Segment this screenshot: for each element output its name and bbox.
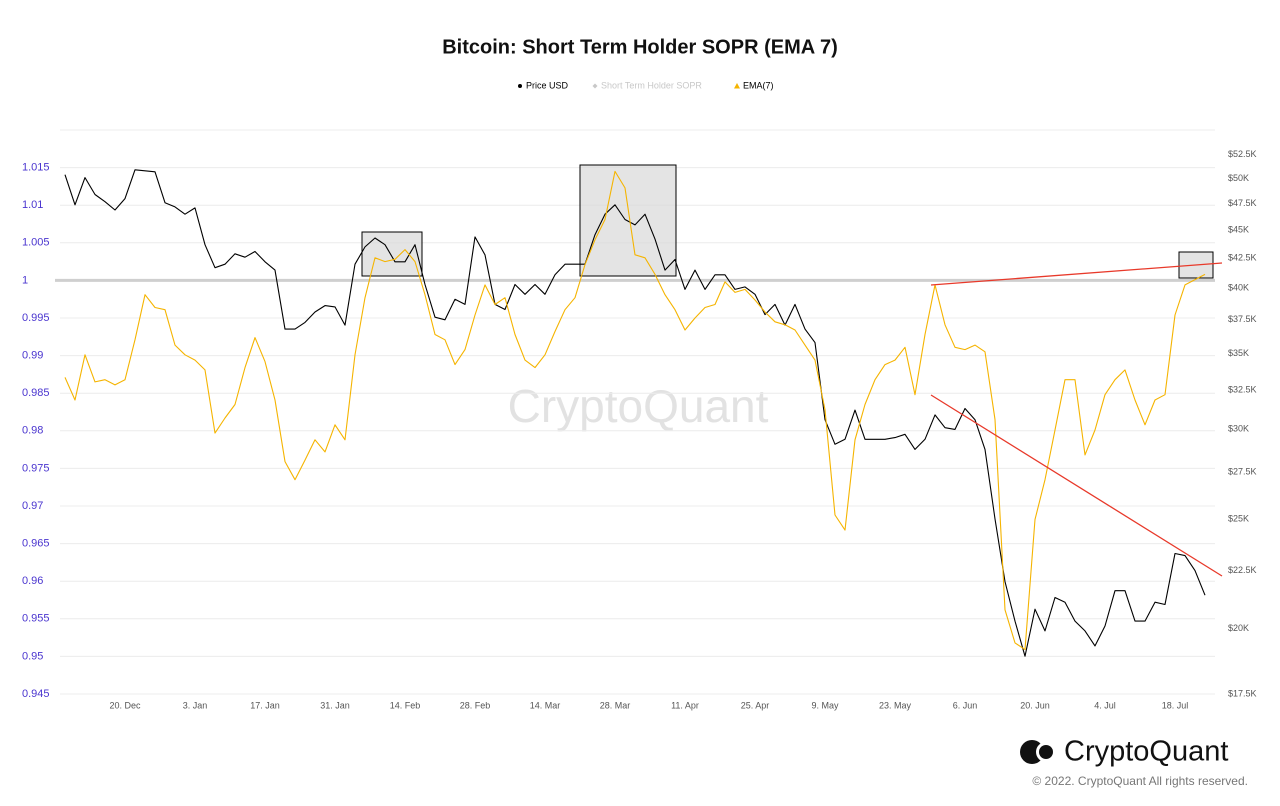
y-tick-label: 0.965 (22, 538, 50, 550)
legend-marker (518, 84, 522, 88)
y2-tick-label: $45K (1228, 225, 1249, 235)
y-tick-label: 1 (22, 274, 28, 286)
watermark: CryptoQuant (508, 380, 769, 432)
y2-tick-label: $32.5K (1228, 384, 1257, 394)
y2-tick-label: $25K (1228, 513, 1249, 523)
y-tick-label: 0.96 (22, 575, 43, 587)
y-tick-label: 0.97 (22, 500, 43, 512)
y2-tick-label: $27.5K (1228, 466, 1257, 476)
trend-lines (930, 262, 1223, 577)
series (64, 169, 1206, 657)
legend-label: Short Term Holder SOPR (601, 80, 702, 90)
copyright: © 2022. CryptoQuant All rights reserved. (1032, 774, 1248, 788)
grid: 0.945 0.95 0.955 0.96 0.965 0.97 0.975 0.98 0.98… (22, 149, 1257, 710)
y-tick-label: 0.955 (22, 613, 50, 625)
y-tick-label: 0.98 (22, 425, 43, 437)
x-tick-label: 14. Feb (390, 700, 421, 710)
x-tick-label: 28. Feb (460, 700, 491, 710)
legend: Price USD Short Term Holder SOPR EMA(7) (518, 80, 774, 90)
series-line (64, 170, 1206, 651)
x-tick-label: 6. Jun (953, 700, 978, 710)
y-tick-label: 1.015 (22, 162, 50, 174)
legend-label: EMA(7) (743, 80, 774, 90)
y2-tick-label: $52.5K (1228, 149, 1257, 159)
legend-marker (592, 83, 598, 89)
y2-tick-label: $37.5K (1228, 314, 1257, 324)
y-tick-label: 0.975 (22, 462, 50, 474)
brand-logo: CryptoQuant (1020, 736, 1228, 768)
y2-tick-label: $30K (1228, 424, 1249, 434)
x-tick-label: 11. Apr (671, 700, 699, 710)
x-tick-label: 9. May (811, 700, 839, 710)
x-tick-label: 20. Jun (1020, 700, 1050, 710)
y-tick-label: 0.945 (22, 688, 50, 700)
y-tick-label: 1.01 (22, 199, 43, 211)
x-tick-label: 28. Mar (600, 700, 631, 710)
x-tick-label: 31. Jan (320, 700, 350, 710)
x-tick-label: 20. Dec (109, 700, 141, 710)
x-tick-label: 4. Jul (1094, 700, 1116, 710)
x-tick-label: 25. Apr (741, 700, 770, 710)
x-tick-label: 17. Jan (250, 700, 280, 710)
series-line (64, 169, 1206, 657)
x-tick-label: 18. Jul (1162, 700, 1189, 710)
y2-tick-label: $50K (1228, 173, 1249, 183)
y-tick-label: 0.99 (22, 350, 43, 362)
chart-title: Bitcoin: Short Term Holder SOPR (EMA 7) (442, 36, 838, 58)
highlight-box (361, 231, 423, 277)
x-tick-label: 3. Jan (183, 700, 208, 710)
x-tick-label: 14. Mar (530, 700, 561, 710)
y-tick-label: 0.985 (22, 387, 50, 399)
trend-line (930, 394, 1223, 577)
annotation-boxes (361, 164, 1214, 279)
y2-tick-label: $22.5K (1228, 565, 1257, 575)
y2-tick-label: $42.5K (1228, 253, 1257, 263)
y2-tick-label: $47.5K (1228, 198, 1257, 208)
legend-label: Price USD (526, 80, 569, 90)
x-tick-label: 23. May (879, 700, 912, 710)
y-tick-label: 1.005 (22, 237, 50, 249)
logo-icon (1039, 745, 1053, 759)
trend-line (930, 262, 1223, 286)
y-tick-label: 0.995 (22, 312, 50, 324)
brand-name: CryptoQuant (1064, 736, 1228, 768)
y2-tick-label: $20K (1228, 623, 1249, 633)
legend-marker (734, 83, 740, 89)
y-tick-label: 0.95 (22, 650, 43, 662)
y2-tick-label: $35K (1228, 348, 1249, 358)
y2-tick-label: $17.5K (1228, 688, 1257, 698)
y2-tick-label: $40K (1228, 283, 1249, 293)
